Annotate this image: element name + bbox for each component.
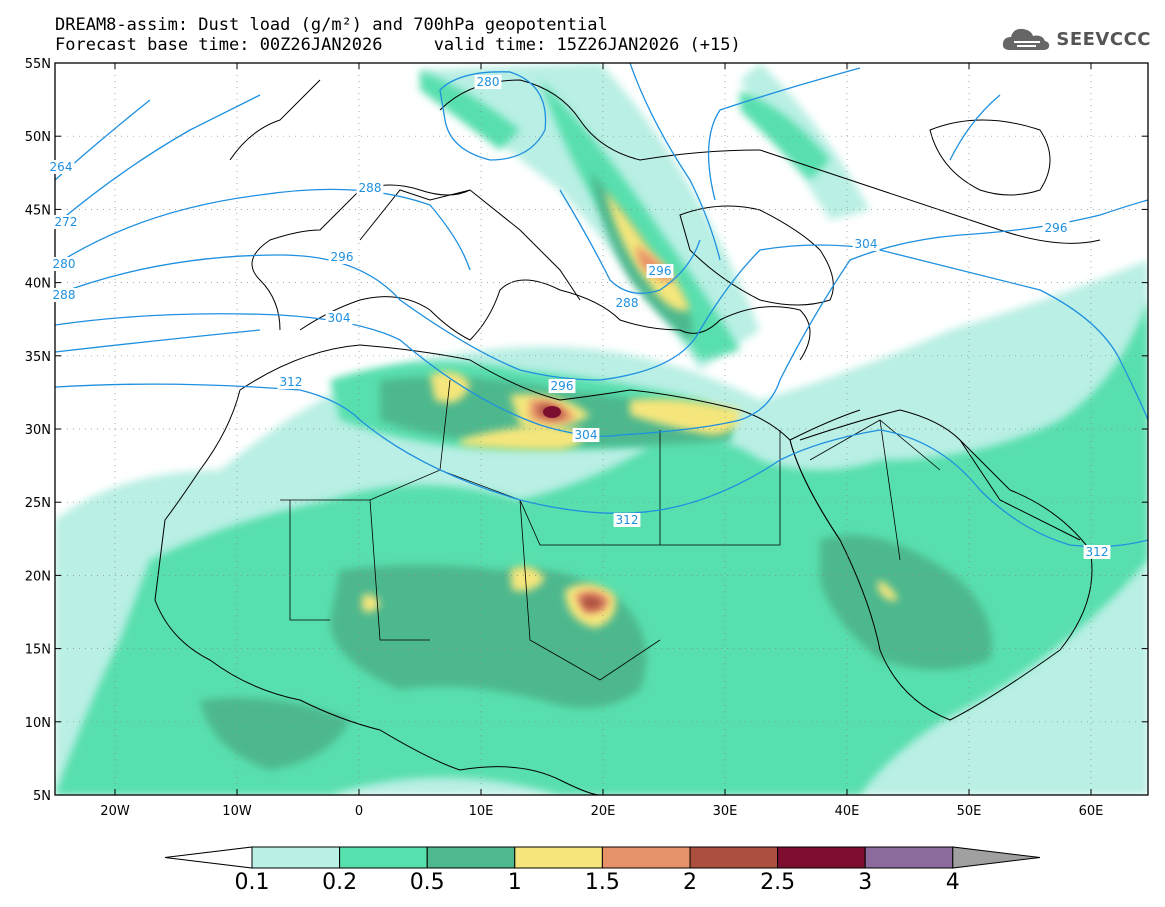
legend-swatch: [952, 846, 1041, 869]
contour-label: 312: [616, 513, 639, 527]
lat-label: 30N: [25, 423, 51, 438]
contour-label: 288: [53, 288, 76, 302]
lon-label: 60E: [1079, 804, 1104, 819]
legend-swatch: [689, 846, 779, 869]
lat-label: 10N: [25, 716, 51, 731]
logo-text: SEEVCCC: [1056, 28, 1151, 50]
legend-level-label: 0.2: [322, 870, 358, 895]
seevccc-logo: SEEVCCC: [1000, 24, 1151, 54]
lat-label: 40N: [25, 277, 51, 292]
legend-swatch: [164, 846, 253, 869]
geopotential-contours: [55, 63, 1148, 548]
lon-label: 10E: [469, 804, 494, 819]
legend-level-label: 1.5: [584, 870, 620, 895]
lat-label: 15N: [25, 643, 51, 658]
lon-label: 50E: [957, 804, 982, 819]
contour-label: 288: [616, 296, 639, 310]
lat-label: 20N: [25, 569, 51, 584]
contour-label: 272: [55, 215, 78, 229]
legend-swatch: [251, 846, 341, 869]
cloud-icon: [1003, 28, 1050, 50]
contour-label: 296: [551, 379, 574, 393]
legend-level-label: 2: [683, 870, 697, 895]
contour-label: 288: [359, 181, 382, 195]
legend-swatch: [514, 846, 603, 869]
contour-label: 280: [477, 75, 500, 89]
forecast-time-line: Forecast base time: 00Z26JAN2026 valid t…: [55, 35, 741, 55]
lon-label: 20E: [591, 804, 616, 819]
contour-label: 264: [50, 160, 73, 174]
legend-swatch: [777, 846, 866, 869]
lat-label: 35N: [25, 350, 51, 365]
legend-colorbar: [164, 846, 1041, 869]
legend-level-label: 3: [858, 870, 873, 895]
legend-swatch: [339, 846, 428, 869]
legend-level-label: 0.1: [234, 870, 270, 895]
lon-label: 10W: [222, 804, 252, 819]
map-title: DREAM8-assim: Dust load (g/m²) and 700hP…: [55, 15, 608, 35]
contour-label: 312: [280, 375, 303, 389]
lat-label: 5N: [33, 789, 51, 804]
contour-label: 280: [53, 257, 76, 271]
legend-swatch: [601, 846, 691, 869]
contour-label: 296: [331, 250, 354, 264]
gridlines: [55, 63, 1148, 795]
contour-label: 304: [855, 237, 878, 251]
legend-level-label: 4: [945, 870, 960, 895]
legend-level-label: 1: [507, 870, 522, 895]
legend-level-label: 0.5: [409, 870, 445, 895]
lon-label: 40E: [835, 804, 860, 819]
contour-label: 304: [575, 428, 598, 442]
legend-swatch: [864, 846, 954, 869]
lon-label: 0: [355, 804, 363, 819]
contour-label: 296: [1045, 221, 1068, 235]
contour-label: 296: [649, 264, 672, 278]
lat-label: 45N: [25, 203, 51, 218]
lat-label: 50N: [25, 130, 51, 145]
contour-label: 312: [1086, 545, 1109, 559]
lon-label: 30E: [713, 804, 738, 819]
legend-level-label: 2.5: [760, 870, 796, 895]
lat-label: 55N: [25, 57, 51, 72]
legend-swatch: [426, 846, 516, 869]
contour-label: 304: [328, 311, 351, 325]
lon-label: 20W: [100, 804, 130, 819]
lat-label: 25N: [25, 496, 51, 511]
